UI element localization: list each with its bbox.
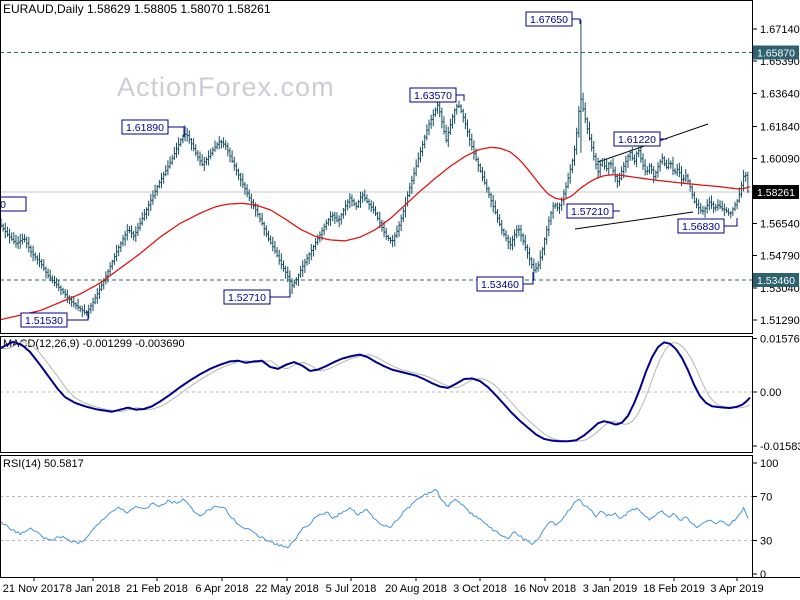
price-callout[interactable]: 1.57210 xyxy=(566,203,620,219)
price-callout[interactable]: 1.56830 xyxy=(677,218,738,234)
time-axis-label: 5 Jul 2018 xyxy=(326,583,377,595)
level-price-chip-box xyxy=(753,273,799,288)
callout-box[interactable] xyxy=(0,196,27,212)
callout-connector xyxy=(67,311,89,321)
callout-text: 1.61890 xyxy=(126,122,164,134)
rsi-axis-label: 70 xyxy=(760,491,772,503)
callout-text: 1.51530 xyxy=(25,315,63,327)
macd-label: MACD(12,26,9) -0.001299 -0.003690 xyxy=(3,338,185,350)
time-axis-label: 3 Oct 2018 xyxy=(453,583,507,595)
time-axis-label: 22 May 2018 xyxy=(255,583,319,595)
price-axis-label: 1.63640 xyxy=(760,88,800,100)
price-axis-label: 1.54790 xyxy=(760,251,800,263)
right-axis: 1.671401.653901.636401.618401.600901.565… xyxy=(752,24,800,581)
price-callout[interactable]: 1.51530 xyxy=(20,311,89,328)
callout-connector xyxy=(456,94,465,101)
rsi-line xyxy=(0,488,749,549)
callout-connector xyxy=(724,218,738,227)
rsi-axis-label: 30 xyxy=(760,536,772,548)
callout-text: 1.61220 xyxy=(618,134,656,146)
current-price-chip-box xyxy=(753,185,799,200)
price-callout[interactable]: 1.63570 xyxy=(409,87,465,103)
price-callout[interactable]: 0 xyxy=(0,196,27,212)
rsi-axis-label: 100 xyxy=(760,458,778,470)
callout-connector xyxy=(270,289,291,298)
time-axis-label: 6 Apr 2018 xyxy=(195,583,248,595)
main-panel-frame xyxy=(0,0,753,334)
callout-text: 1.67650 xyxy=(530,14,568,26)
callout-text: 1.57210 xyxy=(571,206,609,218)
time-axis-label: 20 Aug 2018 xyxy=(385,583,447,595)
price-axis-label: 1.61840 xyxy=(760,121,800,133)
price-callout[interactable]: 1.67650 xyxy=(525,11,581,27)
macd-axis-label: 0.015762 xyxy=(760,333,800,345)
callout-box[interactable] xyxy=(409,87,457,103)
price-axis-label: 1.60090 xyxy=(760,153,800,165)
macd-signal-line xyxy=(0,341,751,442)
time-axis-label: 8 Jan 2018 xyxy=(66,583,120,595)
price-callout[interactable]: 1.61220 xyxy=(613,131,667,147)
main-panel: ActionForex.com 1.67650 1.61890 1.63570 1.6… xyxy=(0,11,752,328)
callout-text: 0 xyxy=(0,199,6,211)
rsi-panel: RSI(14) 50.5817 xyxy=(0,458,752,549)
moving-average-line xyxy=(0,146,751,321)
watermark: ActionForex.com xyxy=(117,72,335,102)
macd-axis-label: -0.015834 xyxy=(760,441,800,453)
callout-connector xyxy=(168,126,185,137)
time-axis-label: 16 Nov 2018 xyxy=(514,583,576,595)
callout-box[interactable] xyxy=(525,11,573,27)
time-axis-label: 21 Feb 2018 xyxy=(126,583,188,595)
callout-box[interactable] xyxy=(613,131,661,147)
callout-box[interactable] xyxy=(20,312,68,328)
bottom-axis: 21 Nov 2017 8 Jan 2018 21 Feb 2018 6 Apr 20… xyxy=(3,577,764,595)
rsi-axis-label: 0 xyxy=(760,569,766,581)
price-axis-label: 1.56540 xyxy=(760,219,800,231)
panel-frames xyxy=(0,0,800,578)
callout-text: 1.53460 xyxy=(481,279,519,291)
price-callout[interactable]: 1.52710 xyxy=(223,289,291,305)
time-axis-label: 3 Jan 2019 xyxy=(583,583,637,595)
level-price-chip: 1.53460 xyxy=(753,273,799,288)
macd-axis-label: 0.00 xyxy=(760,387,781,399)
callout-box[interactable] xyxy=(223,289,271,305)
current-price-chip: 1.58261 xyxy=(753,185,799,200)
macd-panel: MACD(12,26,9) -0.001299 -0.003690 xyxy=(0,338,752,443)
price-callout[interactable]: 1.61890 xyxy=(121,119,185,137)
callout-box[interactable] xyxy=(677,218,725,234)
callout-connector xyxy=(523,272,534,285)
macd-panel-frame xyxy=(0,336,753,453)
rsi-label: RSI(14) 50.5817 xyxy=(3,458,84,470)
level-price-chip-box xyxy=(753,45,799,60)
price-axis-label: 1.67140 xyxy=(760,24,800,36)
macd-line xyxy=(0,341,751,443)
callout-box[interactable] xyxy=(476,276,524,292)
chart-title: EURAUD,Daily 1.58629 1.58805 1.58070 1.5… xyxy=(3,2,271,16)
callout-text: 1.63570 xyxy=(414,90,452,102)
current-price-chip-text: 1.58261 xyxy=(757,187,795,199)
time-axis-label: 21 Nov 2017 xyxy=(3,583,65,595)
callout-box[interactable] xyxy=(121,119,169,135)
level-price-chip: 1.65870 xyxy=(753,45,799,60)
callout-text: 1.56830 xyxy=(682,221,720,233)
time-axis-label: 3 Apr 2019 xyxy=(710,583,763,595)
callout-connector xyxy=(572,18,581,24)
title-layer: EURAUD,Daily 1.58629 1.58805 1.58070 1.5… xyxy=(3,2,271,16)
rsi-panel-frame xyxy=(0,455,753,578)
trendline[interactable] xyxy=(574,211,694,230)
callout-text: 1.52710 xyxy=(228,292,266,304)
time-axis-label: 18 Feb 2019 xyxy=(643,583,705,595)
callout-box[interactable] xyxy=(566,203,614,219)
level-price-chip-text: 1.53460 xyxy=(757,275,795,287)
level-price-chip-text: 1.65870 xyxy=(757,47,795,59)
price-axis-label: 1.51290 xyxy=(760,315,800,327)
price-callout[interactable]: 1.53460 xyxy=(476,272,534,292)
